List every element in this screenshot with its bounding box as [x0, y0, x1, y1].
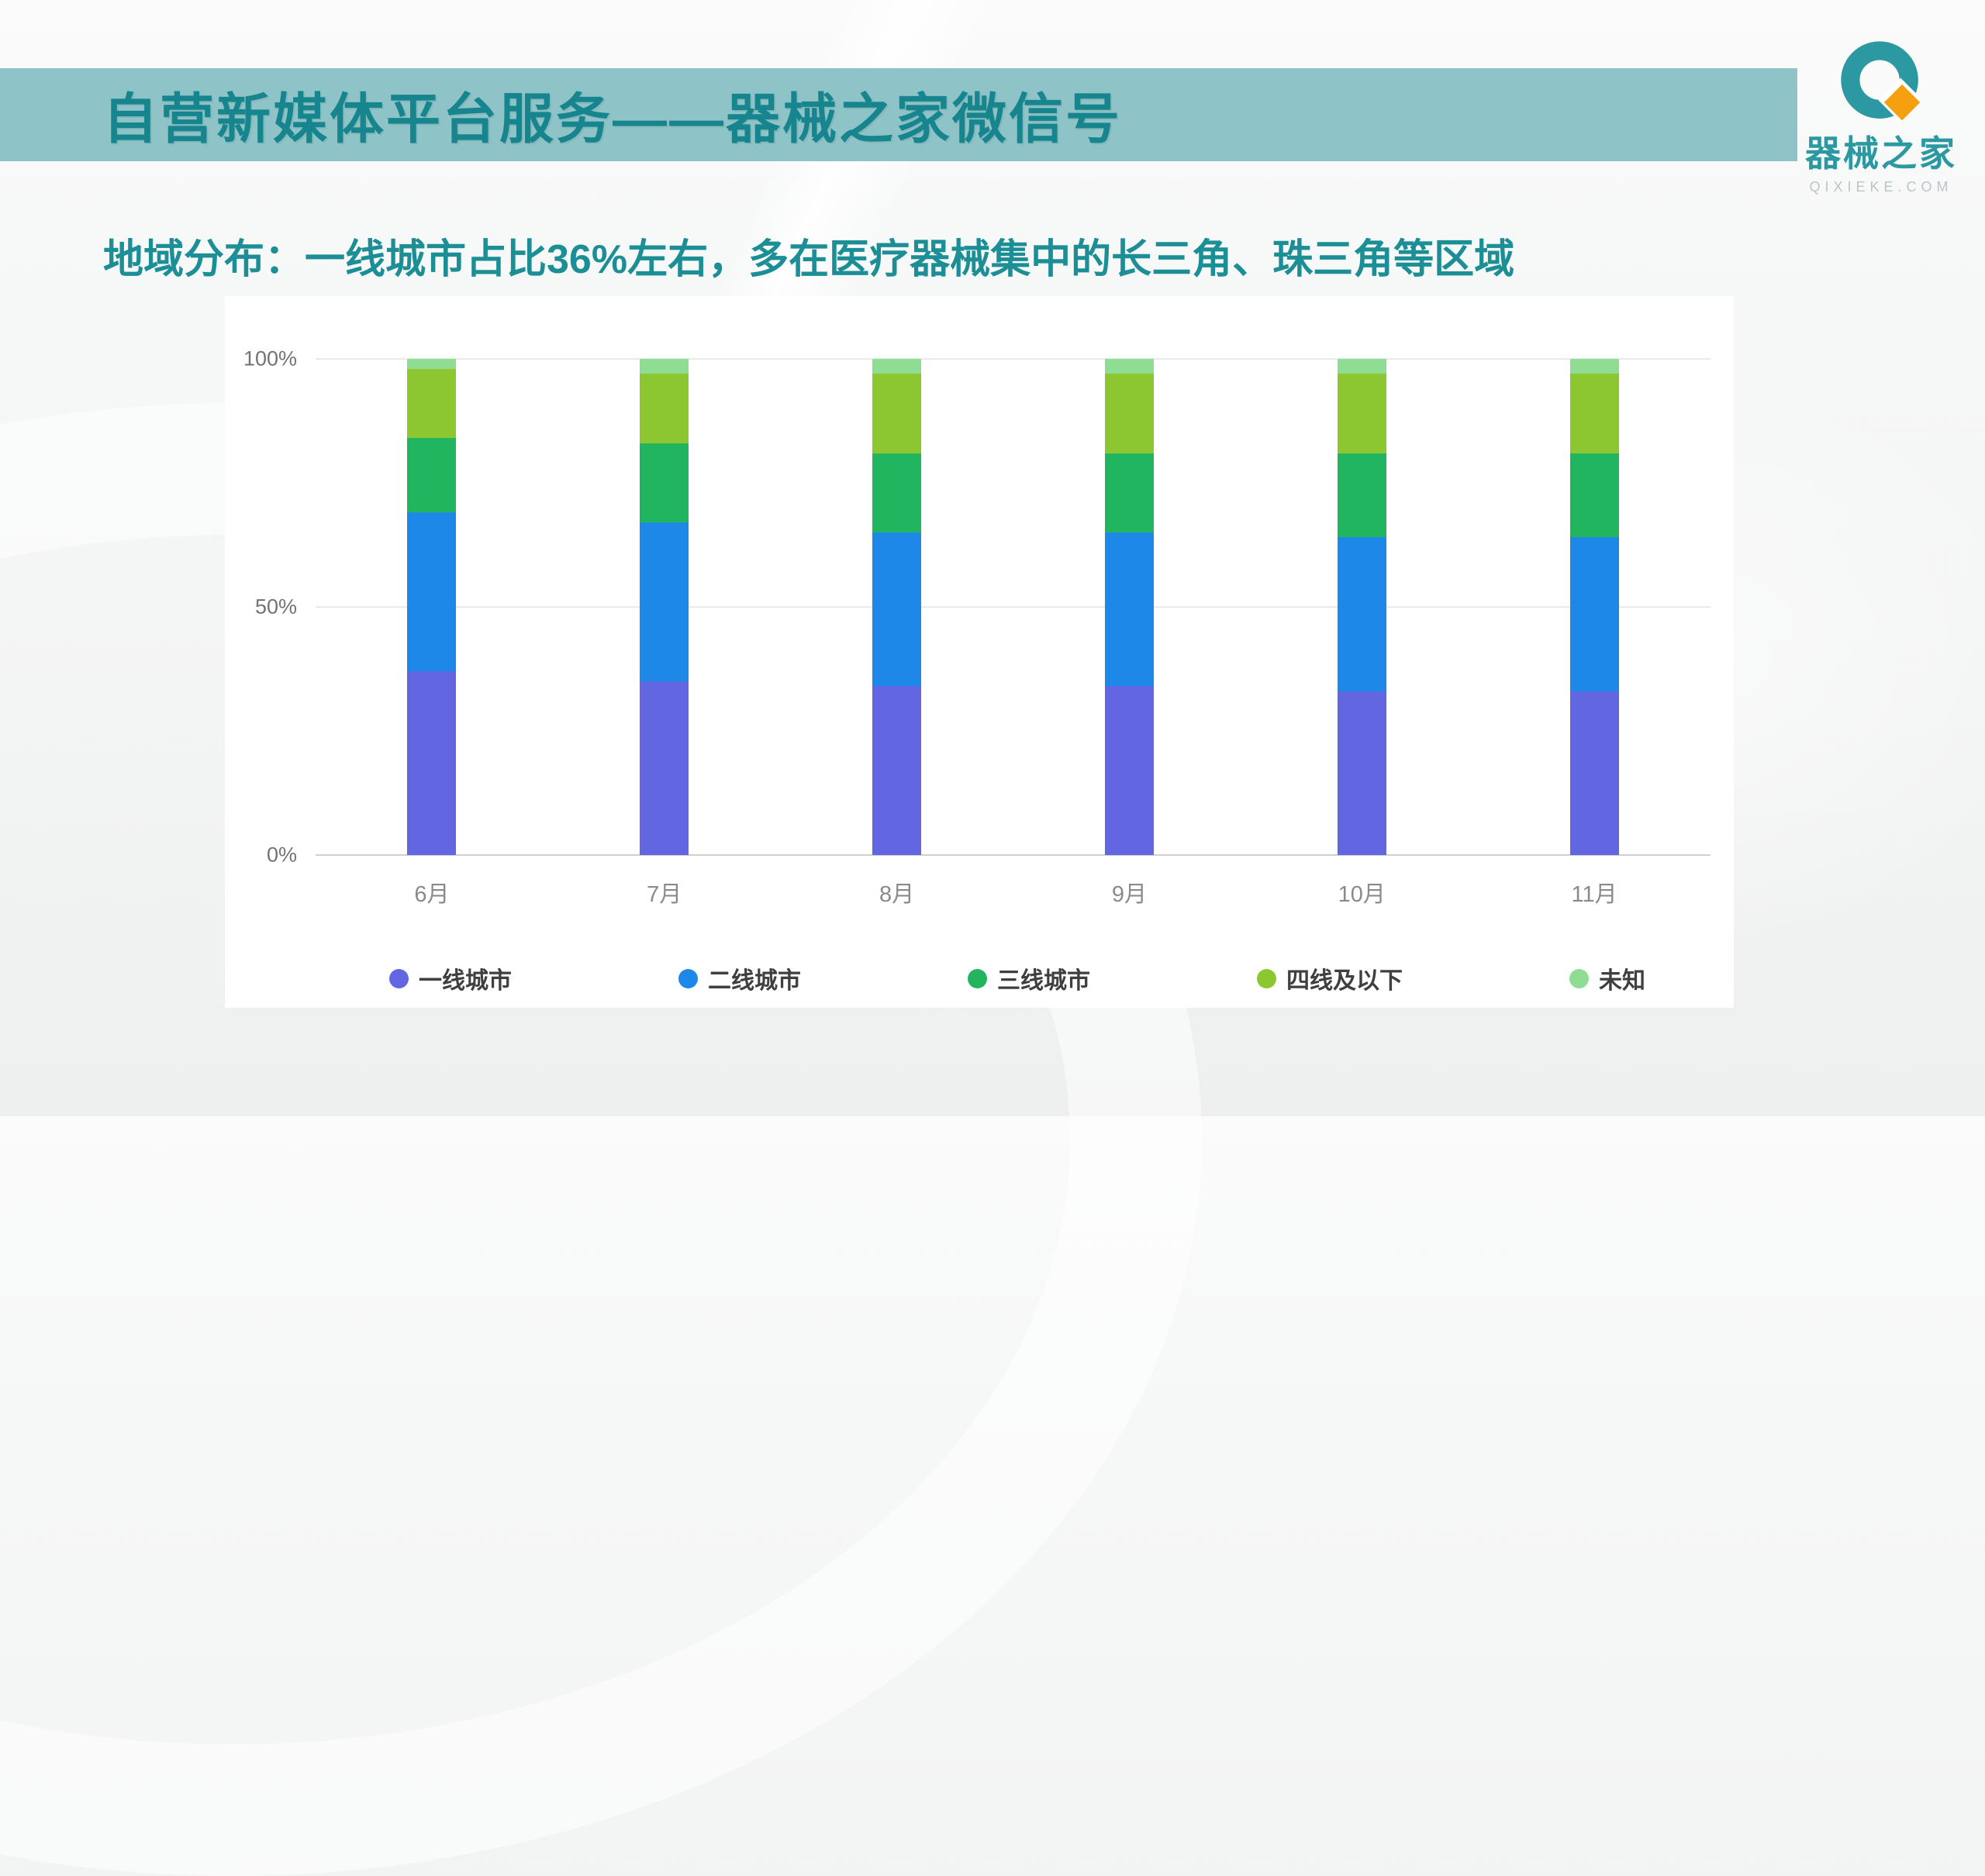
bar-segment — [1104, 533, 1154, 687]
bars-container — [316, 359, 1711, 855]
subtitle: 地域分布：一线城市占比36%左右，多在医疗器械集中的长三角、珠三角等区域 — [103, 237, 1515, 282]
bar-segment — [407, 438, 457, 513]
x-axis-label: 7月 — [647, 882, 682, 907]
x-axis-label: 6月 — [414, 882, 450, 907]
bar-slot — [1245, 359, 1478, 855]
stacked-bar — [1104, 359, 1154, 855]
x-label-slot: 10月 — [1245, 876, 1478, 909]
logo: 器械之家 QIXIEKE.COM — [1790, 39, 1973, 195]
legend-label: 三线城市 — [997, 968, 1090, 994]
bar-segment — [407, 512, 457, 672]
legend-label: 四线及以下 — [1286, 968, 1403, 994]
stacked-bar — [872, 359, 922, 855]
bar-segment — [1569, 691, 1619, 855]
logo-name: 器械之家 — [1805, 133, 1957, 174]
bar-segment — [1104, 359, 1154, 374]
legend-dot-icon — [678, 968, 698, 988]
bar-segment — [872, 686, 922, 855]
legend-label: 未知 — [1599, 968, 1645, 994]
bar-segment — [872, 453, 922, 533]
bar-segment — [1569, 374, 1619, 453]
bar-segment — [407, 671, 457, 855]
bar-segment — [640, 443, 689, 523]
bar-slot — [1013, 359, 1245, 855]
bar-segment — [1569, 453, 1619, 538]
y-axis-tick: 50% — [254, 595, 297, 619]
legend-label: 一线城市 — [419, 968, 512, 994]
x-label-slot: 7月 — [548, 876, 781, 909]
bar-segment — [1569, 537, 1619, 691]
bar-segment — [640, 374, 689, 443]
logo-q-icon — [1841, 41, 1923, 122]
legend-item: 三线城市 — [968, 961, 1090, 995]
y-axis-tick: 0% — [266, 843, 297, 867]
x-axis-label: 9月 — [1111, 882, 1147, 907]
x-axis-labels: 6月 7月 8月 9月 10月 11月 — [316, 876, 1711, 909]
bar-slot — [316, 359, 548, 855]
bar-slot — [781, 359, 1013, 855]
bar-segment — [872, 374, 922, 453]
x-label-slot: 6月 — [316, 876, 548, 909]
header-band: 自营新媒体平台服务——器械之家微信号 — [0, 68, 1797, 161]
y-axis-tick: 100% — [243, 347, 297, 371]
legend-label: 二线城市 — [708, 968, 801, 994]
chart-panel: 0% 50% 100% 6月 7月 8月 9月 10月 11月 一线城市 二线城市 三线城市 四线及… — [225, 296, 1734, 1008]
bar-segment — [640, 681, 689, 855]
plot-area: 0% 50% 100% — [243, 347, 1711, 867]
bar-slot — [1478, 359, 1711, 855]
bar-segment — [1569, 359, 1619, 374]
bar-segment — [407, 368, 457, 439]
stacked-bar — [640, 359, 689, 855]
legend-dot-icon — [1569, 968, 1589, 988]
bar-segment — [407, 359, 457, 369]
logo-domain: QIXIEKE.COM — [1809, 179, 1953, 195]
legend-item: 一线城市 — [389, 961, 512, 995]
gridline-50 — [316, 606, 1711, 608]
bar-segment — [1337, 691, 1386, 855]
legend-item: 二线城市 — [678, 961, 801, 995]
bar-segment — [872, 533, 922, 687]
bar-segment — [1104, 374, 1154, 453]
legend-dot-icon — [968, 968, 987, 988]
bar-segment — [1104, 453, 1154, 533]
x-axis-line — [316, 854, 1711, 856]
bar-segment — [1337, 374, 1386, 453]
bar-segment — [1337, 359, 1386, 374]
x-axis-label: 8月 — [879, 882, 915, 907]
legend-item: 未知 — [1569, 961, 1645, 995]
bar-segment — [640, 359, 689, 374]
bar-segment — [640, 522, 689, 681]
bar-segment — [872, 359, 922, 374]
legend: 一线城市 二线城市 三线城市 四线及以下 未知 — [389, 961, 1645, 995]
x-axis-label: 11月 — [1571, 882, 1617, 907]
bar-segment — [1337, 453, 1386, 538]
page-title: 自营新媒体平台服务——器械之家微信号 — [103, 88, 1122, 150]
stacked-bar — [1569, 359, 1619, 855]
legend-item: 四线及以下 — [1257, 961, 1403, 995]
stacked-bar — [1337, 359, 1386, 855]
x-axis-label: 10月 — [1338, 882, 1386, 907]
bar-slot — [548, 359, 781, 855]
bar-segment — [1104, 686, 1154, 855]
legend-dot-icon — [1257, 968, 1276, 988]
stacked-bar — [407, 359, 457, 855]
x-label-slot: 8月 — [781, 876, 1013, 909]
x-label-slot: 11月 — [1478, 876, 1711, 909]
gridline-100 — [316, 358, 1711, 360]
legend-dot-icon — [389, 968, 409, 988]
x-label-slot: 9月 — [1013, 876, 1245, 909]
bar-segment — [1337, 537, 1386, 691]
